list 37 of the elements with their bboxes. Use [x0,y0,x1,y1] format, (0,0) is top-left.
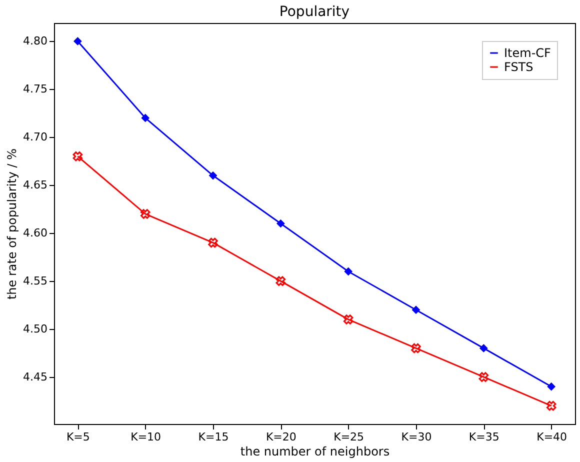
x-tick-label: K=30 [401,430,432,444]
x-tick-label: K=10 [130,430,162,444]
x-tick-label: K=35 [468,430,500,444]
y-tick-label: 4.70 [23,130,48,144]
y-tick-label: 4.80 [23,34,48,48]
point [276,219,285,228]
point [344,267,353,276]
point [74,37,82,46]
legend-label: Item-CF [504,46,552,60]
point [479,344,488,352]
point [208,171,218,180]
y-tick-label: 4.65 [23,178,48,192]
point [412,306,420,314]
y-tick-label: 4.60 [23,226,48,240]
x-axis-title: the number of neighbors [240,444,390,458]
point [411,343,421,354]
point [546,400,556,411]
point [72,151,83,162]
y-axis-title: the rate of popularity / % [5,148,20,300]
point [547,382,556,391]
point [208,238,218,248]
point [478,372,489,382]
legend-label: FSTS [504,60,534,74]
x-tick-label: K=5 [66,430,90,444]
point [276,276,286,286]
chart-title: Popularity [279,4,350,20]
y-tick-label: 4.75 [23,82,48,96]
x-tick-label: K=15 [198,430,229,444]
point [141,114,150,122]
point [343,314,354,324]
y-tick-label: 4.45 [23,370,48,384]
y-tick-label: 4.55 [23,274,48,288]
y-tick-label: 4.50 [23,322,48,336]
x-tick-label: K=20 [266,430,296,444]
x-tick-label: K=40 [536,430,568,444]
point [140,209,150,219]
x-tick-label: K=25 [334,430,364,444]
